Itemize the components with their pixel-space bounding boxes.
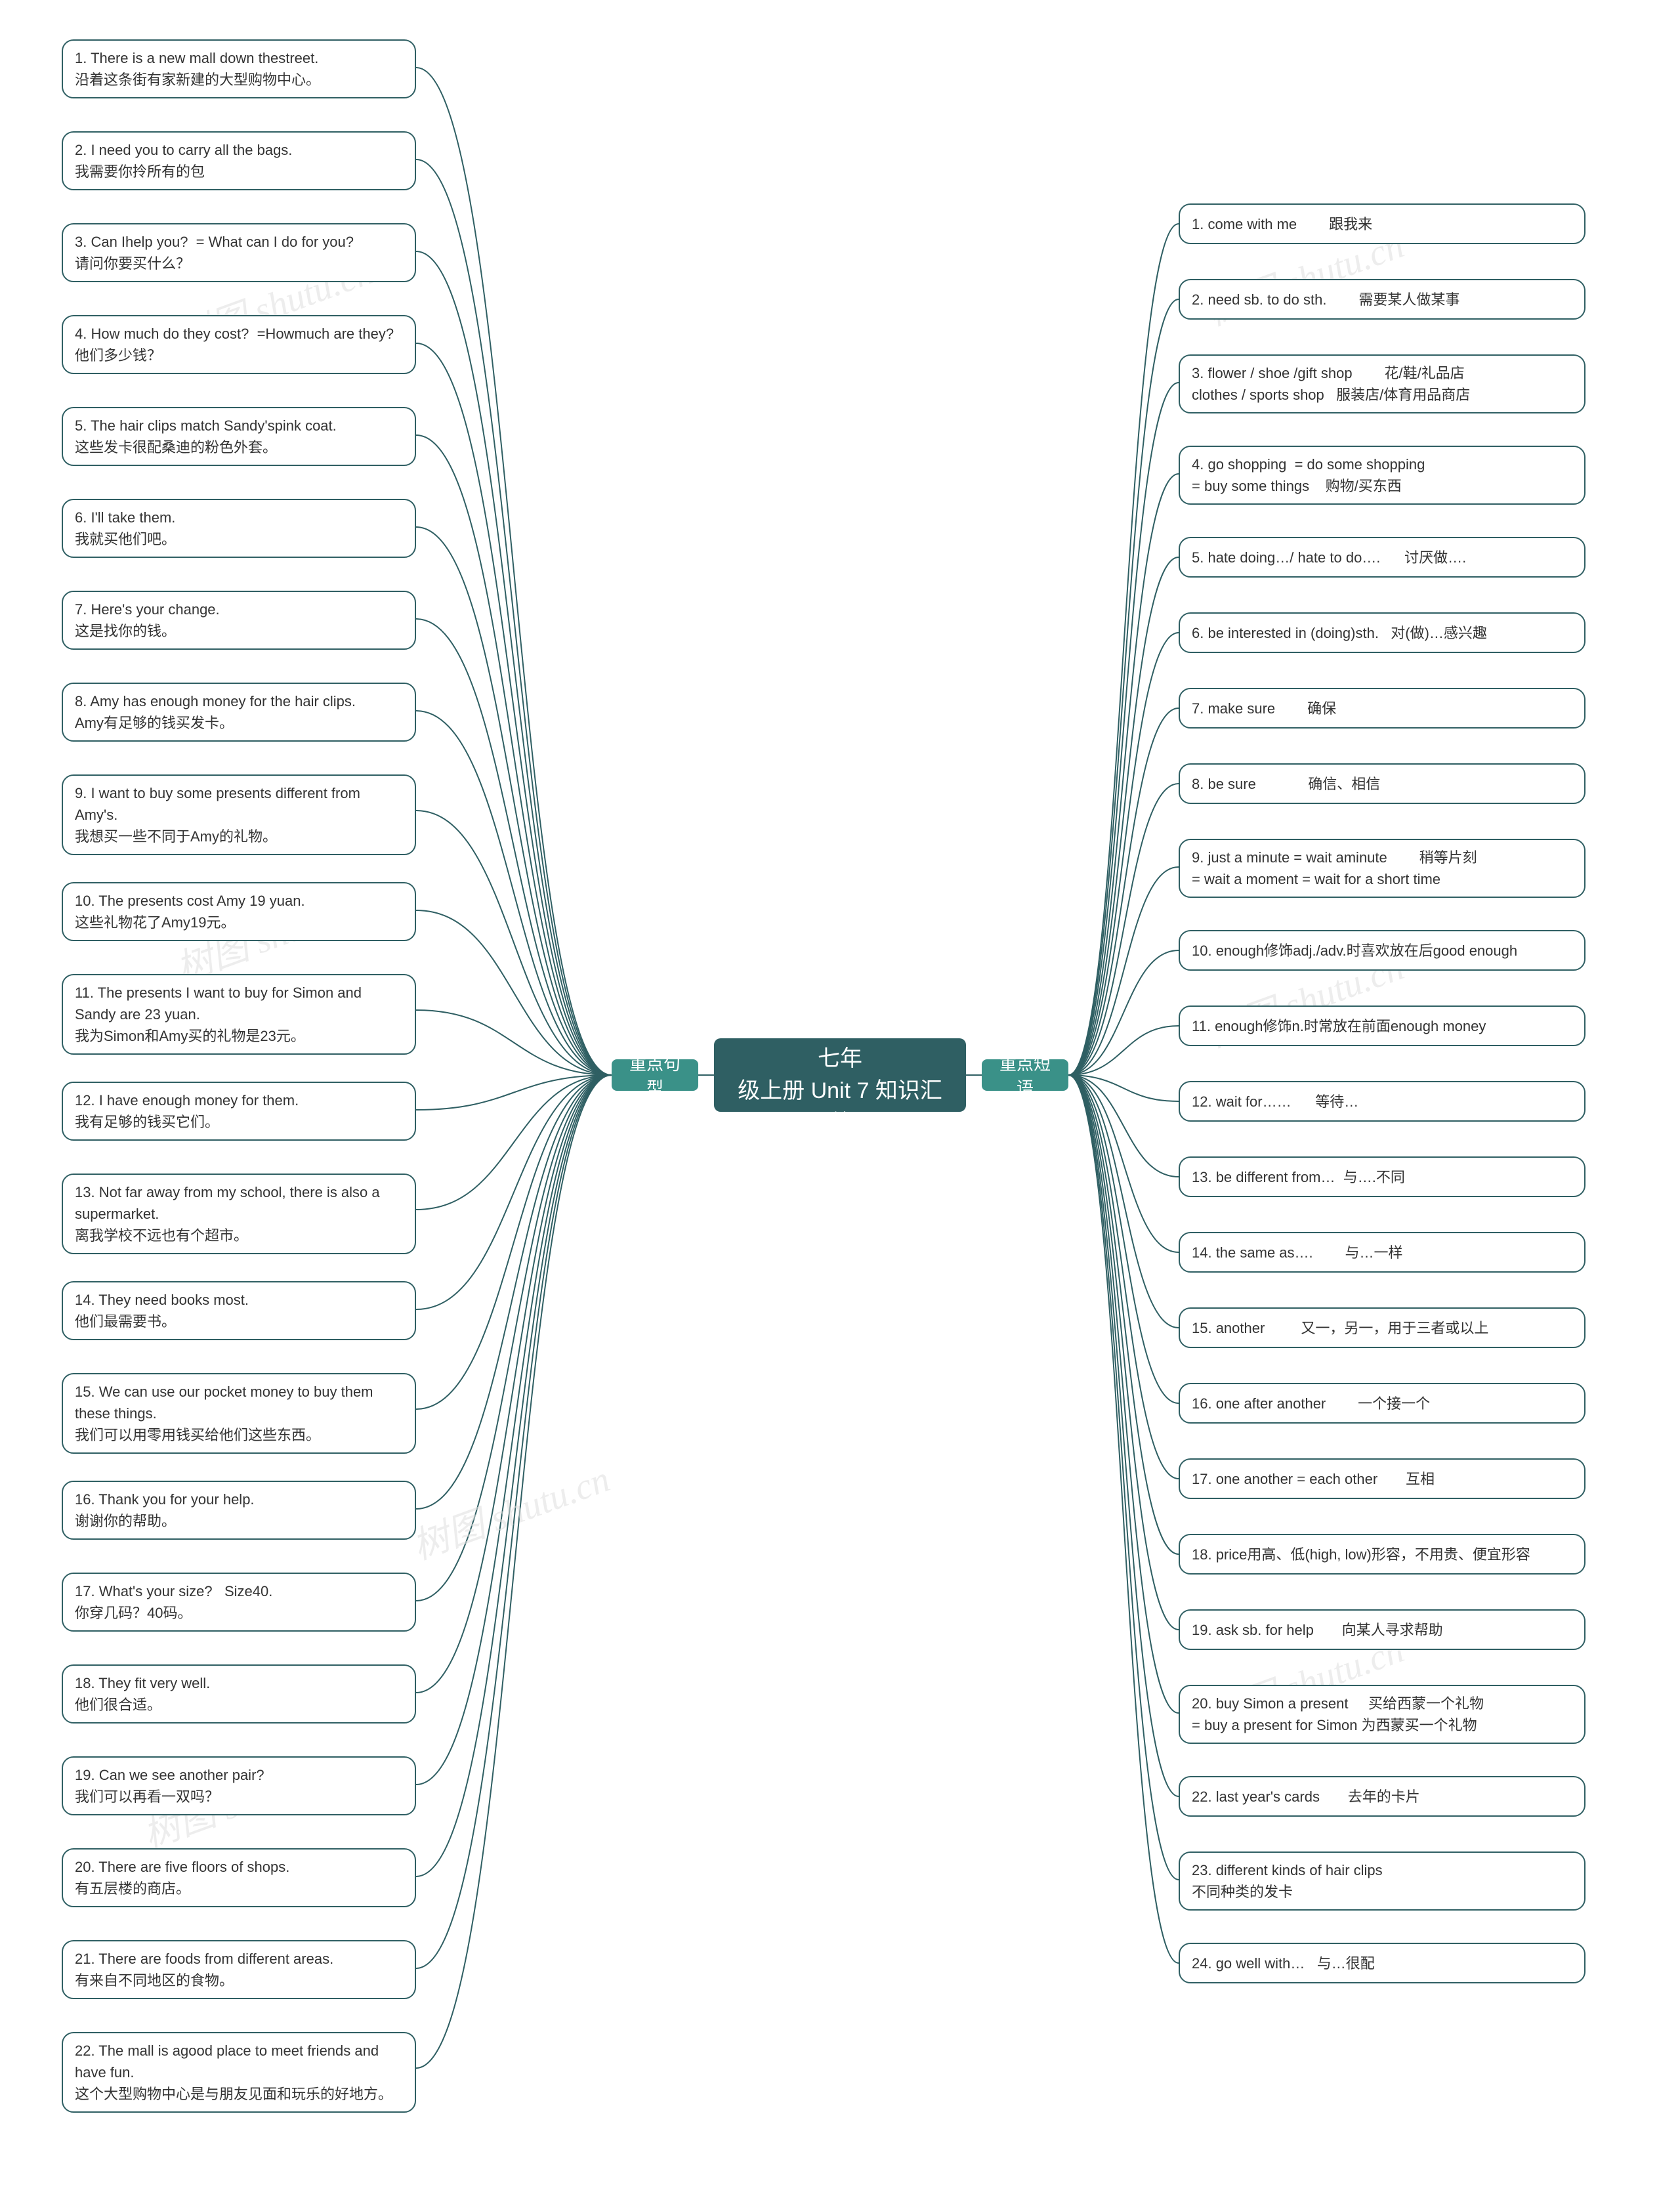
sentence-leaf: 4. How much do they cost? =Howmuch are t… — [62, 315, 416, 374]
sentence-leaf: 11. The presents I want to buy for Simon… — [62, 974, 416, 1055]
leaf-text: 8. be sure 确信、相信 — [1192, 773, 1380, 795]
sentence-leaf: 3. Can Ihelp you? = What can I do for yo… — [62, 223, 416, 282]
leaf-text: 15. We can use our pocket money to buy t… — [75, 1381, 403, 1446]
phrase-leaf: 23. different kinds of hair clips 不同种类的发… — [1179, 1851, 1586, 1911]
leaf-text: 22. last year's cards 去年的卡片 — [1192, 1786, 1420, 1808]
leaf-text: 19. ask sb. for help 向某人寻求帮助 — [1192, 1619, 1443, 1641]
leaf-text: 21. There are foods from different areas… — [75, 1948, 333, 1991]
phrase-leaf: 22. last year's cards 去年的卡片 — [1179, 1776, 1586, 1817]
sentence-leaf: 22. The mall is agood place to meet frie… — [62, 2032, 416, 2113]
leaf-text: 16. Thank you for your help. 谢谢你的帮助。 — [75, 1489, 255, 1532]
phrase-leaf: 3. flower / shoe /gift shop 花/鞋/礼品店 clot… — [1179, 354, 1586, 413]
phrase-leaf: 24. go well with… 与…很配 — [1179, 1943, 1586, 1983]
phrase-leaf: 17. one another = each other 互相 — [1179, 1458, 1586, 1499]
phrase-leaf: 19. ask sb. for help 向某人寻求帮助 — [1179, 1609, 1586, 1650]
phrase-leaf: 7. make sure 确保 — [1179, 688, 1586, 729]
leaf-text: 20. There are five floors of shops. 有五层楼… — [75, 1856, 289, 1899]
leaf-text: 6. be interested in (doing)sth. 对(做)…感兴趣 — [1192, 622, 1487, 644]
leaf-text: 8. Amy has enough money for the hair cli… — [75, 690, 356, 734]
phrase-leaf: 4. go shopping = do some shopping = buy … — [1179, 446, 1586, 505]
leaf-text: 20. buy Simon a present 买给西蒙一个礼物 = buy a… — [1192, 1693, 1484, 1736]
phrase-leaf: 9. just a minute = wait aminute 稍等片刻 = w… — [1179, 839, 1586, 898]
branch-sentences: 重点句型 — [612, 1059, 698, 1091]
leaf-text: 10. The presents cost Amy 19 yuan. 这些礼物花… — [75, 890, 305, 933]
phrase-leaf: 2. need sb. to do sth. 需要某人做某事 — [1179, 279, 1586, 320]
phrase-leaf: 14. the same as…. 与…一样 — [1179, 1232, 1586, 1273]
sentence-leaf: 5. The hair clips match Sandy'spink coat… — [62, 407, 416, 466]
sentence-leaf: 21. There are foods from different areas… — [62, 1940, 416, 1999]
leaf-text: 3. Can Ihelp you? = What can I do for yo… — [75, 231, 354, 274]
phrase-leaf: 6. be interested in (doing)sth. 对(做)…感兴趣 — [1179, 612, 1586, 653]
leaf-text: 12. wait for…… 等待… — [1192, 1091, 1358, 1112]
branch-label: 重点短语 — [994, 1051, 1057, 1099]
sentence-leaf: 10. The presents cost Amy 19 yuan. 这些礼物花… — [62, 882, 416, 941]
leaf-text: 4. go shopping = do some shopping = buy … — [1192, 454, 1425, 497]
sentence-leaf: 1. There is a new mall down thestreet. 沿… — [62, 39, 416, 98]
leaf-text: 14. They need books most. 他们最需要书。 — [75, 1289, 249, 1332]
leaf-text: 11. enough修饰n.时常放在前面enough money — [1192, 1015, 1486, 1037]
leaf-text: 3. flower / shoe /gift shop 花/鞋/礼品店 clot… — [1192, 362, 1470, 406]
leaf-text: 6. I'll take them. 我就买他们吧。 — [75, 507, 176, 550]
leaf-text: 24. go well with… 与…很配 — [1192, 1953, 1375, 1974]
leaf-text: 13. Not far away from my school, there i… — [75, 1181, 403, 1246]
leaf-text: 5. The hair clips match Sandy'spink coat… — [75, 415, 337, 458]
phrase-leaf: 20. buy Simon a present 买给西蒙一个礼物 = buy a… — [1179, 1685, 1586, 1744]
sentence-leaf: 7. Here's your change. 这是找你的钱。 — [62, 591, 416, 650]
leaf-text: 11. The presents I want to buy for Simon… — [75, 982, 403, 1047]
phrase-leaf: 12. wait for…… 等待… — [1179, 1081, 1586, 1122]
phrase-leaf: 11. enough修饰n.时常放在前面enough money — [1179, 1005, 1586, 1046]
leaf-text: 23. different kinds of hair clips 不同种类的发… — [1192, 1859, 1383, 1903]
mindmap-center: 苏教译林版初中英语七年 级上册 Unit 7 知识汇总 — [714, 1038, 966, 1112]
leaf-text: 2. need sb. to do sth. 需要某人做某事 — [1192, 289, 1460, 310]
leaf-text: 10. enough修饰adj./adv.时喜欢放在后good enough — [1192, 940, 1517, 962]
leaf-text: 7. make sure 确保 — [1192, 698, 1336, 719]
sentence-leaf: 20. There are five floors of shops. 有五层楼… — [62, 1848, 416, 1907]
leaf-text: 9. I want to buy some presents different… — [75, 782, 403, 847]
leaf-text: 1. come with me 跟我来 — [1192, 213, 1372, 235]
sentence-leaf: 15. We can use our pocket money to buy t… — [62, 1373, 416, 1454]
branch-label: 重点句型 — [623, 1051, 686, 1099]
mindmap-center-label: 苏教译林版初中英语七年 级上册 Unit 7 知识汇总 — [730, 1010, 950, 1139]
sentence-leaf: 12. I have enough money for them. 我有足够的钱… — [62, 1082, 416, 1141]
leaf-text: 22. The mall is agood place to meet frie… — [75, 2040, 403, 2105]
leaf-text: 4. How much do they cost? =Howmuch are t… — [75, 323, 394, 366]
sentence-leaf: 17. What's your size? Size40. 你穿几码？40码。 — [62, 1573, 416, 1632]
leaf-text: 16. one after another 一个接一个 — [1192, 1393, 1430, 1414]
leaf-text: 13. be different from… 与….不同 — [1192, 1166, 1405, 1188]
phrase-leaf: 16. one after another 一个接一个 — [1179, 1383, 1586, 1424]
leaf-text: 2. I need you to carry all the bags. 我需要… — [75, 139, 292, 182]
leaf-text: 1. There is a new mall down thestreet. 沿… — [75, 47, 320, 91]
sentence-leaf: 9. I want to buy some presents different… — [62, 774, 416, 855]
phrase-leaf: 1. come with me 跟我来 — [1179, 203, 1586, 244]
phrase-leaf: 15. another 又一，另一，用于三者或以上 — [1179, 1307, 1586, 1348]
leaf-text: 12. I have enough money for them. 我有足够的钱… — [75, 1089, 299, 1133]
leaf-text: 18. price用高、低(high, low)形容，不用贵、便宜形容 — [1192, 1544, 1530, 1565]
phrase-leaf: 13. be different from… 与….不同 — [1179, 1156, 1586, 1197]
leaf-text: 15. another 又一，另一，用于三者或以上 — [1192, 1317, 1488, 1339]
sentence-leaf: 6. I'll take them. 我就买他们吧。 — [62, 499, 416, 558]
sentence-leaf: 18. They fit very well. 他们很合适。 — [62, 1664, 416, 1724]
leaf-text: 17. What's your size? Size40. 你穿几码？40码。 — [75, 1580, 272, 1624]
sentence-leaf: 14. They need books most. 他们最需要书。 — [62, 1281, 416, 1340]
leaf-text: 7. Here's your change. 这是找你的钱。 — [75, 599, 220, 642]
leaf-text: 14. the same as…. 与…一样 — [1192, 1242, 1403, 1263]
phrase-leaf: 18. price用高、低(high, low)形容，不用贵、便宜形容 — [1179, 1534, 1586, 1575]
phrase-leaf: 5. hate doing…/ hate to do…. 讨厌做…. — [1179, 537, 1586, 578]
leaf-text: 19. Can we see another pair? 我们可以再看一双吗？ — [75, 1764, 264, 1808]
leaf-text: 9. just a minute = wait aminute 稍等片刻 = w… — [1192, 847, 1477, 890]
branch-phrases: 重点短语 — [982, 1059, 1068, 1091]
leaf-text: 18. They fit very well. 他们很合适。 — [75, 1672, 210, 1716]
sentence-leaf: 19. Can we see another pair? 我们可以再看一双吗？ — [62, 1756, 416, 1815]
phrase-leaf: 8. be sure 确信、相信 — [1179, 763, 1586, 804]
sentence-leaf: 8. Amy has enough money for the hair cli… — [62, 683, 416, 742]
sentence-leaf: 16. Thank you for your help. 谢谢你的帮助。 — [62, 1481, 416, 1540]
sentence-leaf: 2. I need you to carry all the bags. 我需要… — [62, 131, 416, 190]
leaf-text: 17. one another = each other 互相 — [1192, 1468, 1435, 1490]
sentence-leaf: 13. Not far away from my school, there i… — [62, 1174, 416, 1254]
phrase-leaf: 10. enough修饰adj./adv.时喜欢放在后good enough — [1179, 930, 1586, 971]
leaf-text: 5. hate doing…/ hate to do…. 讨厌做…. — [1192, 547, 1466, 568]
